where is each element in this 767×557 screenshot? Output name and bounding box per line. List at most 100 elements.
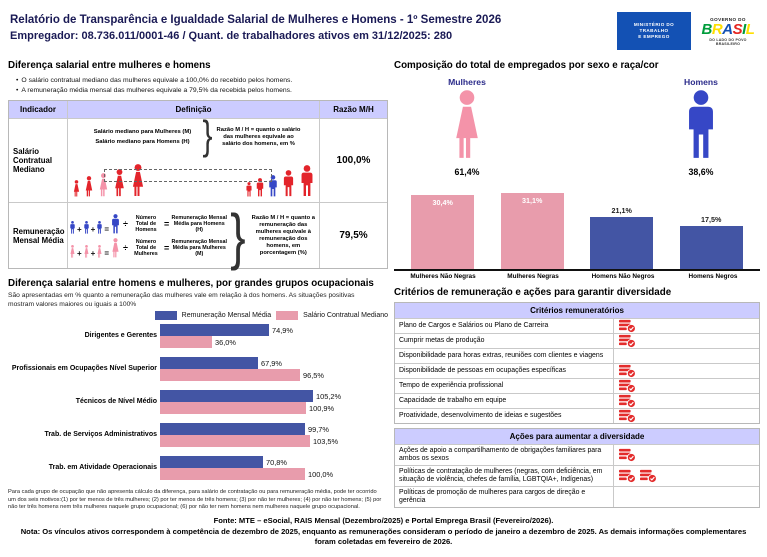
criteria-section-header: Ações para aumentar a diversidade [395,429,759,444]
men-formula: + + = ÷ Número Total de Homens = Remuneraç… [69,214,227,234]
male-percent: 38,6% [688,167,714,177]
male-person-icon [245,182,253,197]
bar: 21,1% [590,206,654,269]
female-percent: 61,4% [454,167,480,177]
gov-logo-bottom-text: DO LADO DO POVO BRASILEIRO [709,37,747,46]
criteria-status-cell [613,445,759,465]
bar-category-label: Homens Negros [688,273,738,280]
bar-group: 30,4% [398,195,488,269]
brace-glyph: } [230,200,246,271]
criteria-rows-0: Plano de Cargos e Salários ou Plano de C… [395,318,759,423]
occupation-label: Trab. de Serviços Administrativos [44,431,157,438]
person-icon [110,214,121,234]
criteria-label: Disponibilidade de pessoas em ocupações … [399,367,567,374]
median-def-women: Salário mediano para Mulheres (M) [93,128,192,135]
criteria-status-cell [613,466,759,486]
criteria-status-cell [613,334,759,348]
bar-value-label: 70,8% [266,457,287,467]
bar: 17,5% [679,215,743,269]
bar-value-label: 100,9% [309,403,335,413]
col-header-indicador: Indicador [9,101,67,118]
salary-diff-bullets: O salário contratual mediano das mulhere… [16,76,390,96]
criteria-row: Capacidade de trabalho em equipe [395,393,759,408]
ratio-value: 100,0% [319,118,387,202]
median-definition-lines: Salário mediano para Mulheres (M) Salári… [84,127,200,148]
checklist-check-icon [619,334,636,348]
occupation-row: Dirigentes e Gerentes 74,9% 36,0% [8,324,390,348]
male-person-icon [683,90,719,160]
criteria-label: Cumprir metas de produção [399,337,485,344]
men-divisor-label: Número Total de Homens [135,214,157,233]
table-row-salario-mediano: Salário Contratual Mediano Salário media… [9,116,387,202]
report-title: Relatório de Transparência e Igualdade S… [10,14,502,26]
criteria-status-cell [613,364,759,378]
criteria-row: Políticas de promoção de mulheres para c… [395,486,759,507]
women-divisor-label: Número Total de Mulheres [134,238,158,257]
checklist-check-icon [619,319,636,333]
occupational-section: Diferença salarial entre homens e mulher… [8,278,390,512]
report-subtitle: Empregador: 08.736.011/0001-46 / Quant. … [10,30,453,42]
person-icon [110,238,121,258]
criteria-status-cell [613,409,759,423]
brasil-wordmark: BRASIL [701,20,755,38]
criteria-row: Plano de Cargos e Salários ou Plano de C… [395,318,759,333]
col-header-definicao: Definição [67,101,319,118]
bar [160,357,258,369]
criteria-section-header: Critérios remuneratórios [395,303,759,318]
criteria-row: Disponibilidade de pessoas em ocupações … [395,363,759,378]
ratio-note: Razão M / H = quanto o salário das mulhe… [216,126,301,147]
criteria-label: Políticas de contratação de mulheres (ne… [399,468,603,483]
female-person-icon [83,176,95,197]
indicator-label: Remuneração Mensal Média [9,202,67,268]
men-formula-icons: + + = [69,214,121,234]
male-label: Homens [684,77,718,87]
bar-value-label: 105,2% [316,391,342,401]
indicator-table: Indicador Definição Razão M/H Salário Co… [8,100,388,269]
divide-sign: ÷ [123,218,128,229]
mte-logo: MINISTÉRIO DO TRABALHO E EMPREGO [617,12,691,50]
ratio-note: Razão M / H = quanto a remuneração das m… [251,214,315,256]
bar [160,423,305,435]
bar-value-label: 96,5% [303,370,324,380]
composition-bar-chart: 30,4% 31,1% 21,1% 17,5% [394,185,760,271]
bar-value-label: 100,0% [308,469,334,479]
composition-title: Composição do total de empregados por se… [394,60,659,71]
criteria-table-diversidade: Ações para aumentar a diversidade Ações … [394,428,760,508]
legend-swatch-blue [154,311,177,320]
report-footer: Fonte: MTE – eSocial, RAIS Mensal (Dezem… [0,516,767,546]
bar-category-label: Mulheres Não Negras [410,273,476,280]
mte-logo-line: MINISTÉRIO DO [633,22,675,27]
bar [160,468,305,480]
female-label: Mulheres [448,77,486,87]
criteria-status-cell [613,349,759,363]
checklist-check-icon [619,448,636,462]
criteria-label: Disponibilidade para horas extras, reuni… [399,352,604,359]
criteria-status-cell [613,487,759,507]
male-figure-block: Homens 38,6% [640,77,762,177]
occupational-title: Diferença salarial entre homens e mulher… [8,278,374,289]
women-result-label: Remuneração Mensal Média para Mulheres (… [171,238,227,257]
checklist-check-icon [619,379,636,393]
equals-sign: = [163,242,170,253]
bar [160,324,269,336]
bar [160,456,263,468]
bar-value-label: 67,9% [261,358,282,368]
ratio-value: 79,5% [319,202,387,268]
criteria-status-cell [613,394,759,408]
definition-cell: + + = ÷ Número Total de Homens = Remuneraç… [67,202,319,268]
criteria-status-cell [613,319,759,333]
criteria-label: Proatividade, desenvolvimento de ideias … [399,412,562,419]
checklist-check-icon [619,394,636,408]
bar-value-label: 30,4% [432,198,453,207]
bar-value-label: 36,0% [215,337,236,347]
legend-swatch-pink [276,311,299,320]
criteria-row: Proatividade, desenvolvimento de ideias … [395,408,759,423]
chart-legend: Remuneração Mensal Média Salário Contrat… [8,311,388,320]
mte-logo-line: E EMPREGO [638,34,670,39]
checklist-check-icon [619,364,636,378]
bar-category-label: Mulheres Negras [507,273,559,280]
person-icon [96,221,103,234]
bar-category-label: Homens Não Negros [591,273,655,280]
bar-value-label: 17,5% [701,215,722,224]
